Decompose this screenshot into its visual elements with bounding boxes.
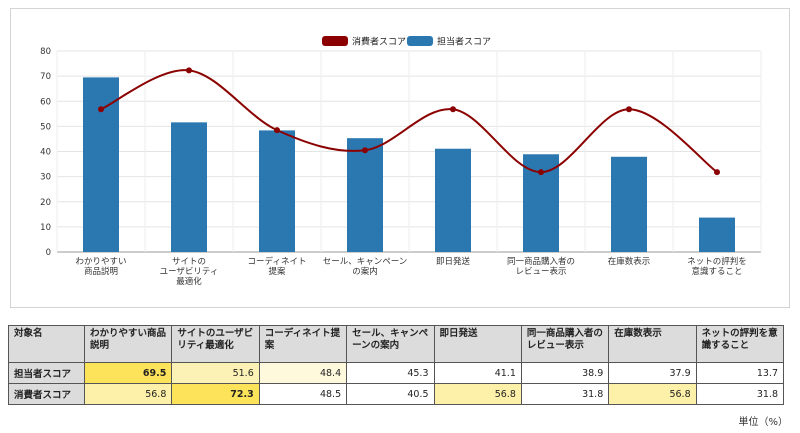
y-tick-label: 70 bbox=[40, 72, 51, 82]
table-cell: 48.5 bbox=[258, 383, 348, 405]
table-cell: 38.9 bbox=[520, 362, 610, 384]
table-header-cell: 在庫数表示 bbox=[608, 325, 697, 363]
table-cell: 31.8 bbox=[695, 383, 785, 405]
table-header-label: 対象名 bbox=[8, 325, 85, 363]
bar bbox=[83, 77, 119, 252]
y-tick-label: 60 bbox=[40, 97, 51, 107]
table-header-cell: ネットの評判を意識すること bbox=[695, 325, 785, 363]
table-header-row: 対象名 わかりやすい商品説明 サイトのユーザビリティ最適化 コーディネイト提案 セール… bbox=[8, 325, 785, 363]
table-row-label: 担当者スコア bbox=[8, 362, 85, 384]
y-tick-label: 10 bbox=[40, 223, 51, 233]
line-point bbox=[626, 106, 632, 113]
series-line bbox=[100, 69, 718, 174]
line-point bbox=[538, 169, 544, 176]
line-point bbox=[450, 106, 456, 113]
line-point bbox=[714, 169, 720, 176]
x-tick-label: サイトのユーザビリティ最適化 bbox=[160, 257, 219, 287]
table-cell: 48.4 bbox=[258, 362, 348, 384]
x-tick-label: ネットの評判を意識すること bbox=[687, 256, 747, 277]
table-cell: 31.8 bbox=[520, 383, 610, 405]
line-point bbox=[98, 106, 104, 113]
table-cell: 37.9 bbox=[608, 362, 697, 384]
y-tick-label: 20 bbox=[40, 198, 51, 208]
chart-container: 0 10 20 30 40 50 60 70 80 わかりやすい商品説明 サイトのユーザビリティ最適… bbox=[10, 8, 790, 308]
bar bbox=[435, 148, 471, 252]
legend-label: 担当者スコア bbox=[437, 36, 491, 48]
table-cell: 56.8 bbox=[608, 383, 697, 405]
table-header-cell: サイトのユーザビリティ最適化 bbox=[171, 325, 260, 363]
x-tick-label: わかりやすい商品説明 bbox=[75, 257, 126, 277]
y-tick-label: 30 bbox=[40, 173, 51, 183]
y-tick-label: 50 bbox=[40, 122, 51, 132]
table-header-cell: コーディネイト提案 bbox=[258, 325, 348, 363]
table-row: 消費者スコア 56.8 72.3 48.5 40.5 56.8 31.8 56.8 31.8 bbox=[8, 383, 785, 405]
legend-swatch bbox=[407, 36, 433, 46]
table-cell: 69.5 bbox=[83, 362, 173, 384]
x-tick-label: 在庫数表示 bbox=[608, 256, 651, 267]
table-row: 担当者スコア 69.5 51.6 48.4 45.3 41.1 38.9 37.9 13.7 bbox=[8, 362, 785, 384]
y-tick-label: 80 bbox=[40, 47, 51, 57]
x-tick-label: 同一商品購入者のレビュー表示 bbox=[507, 256, 575, 277]
table-body: 担当者スコア 69.5 51.6 48.4 45.3 41.1 38.9 37.9 13.7 消費… bbox=[8, 362, 785, 405]
y-tick-label: 0 bbox=[46, 248, 51, 258]
bar bbox=[171, 122, 207, 252]
table-cell: 56.8 bbox=[83, 383, 173, 405]
table-header-cell: セール、キャンペーンの案内 bbox=[346, 325, 435, 363]
x-tick-label: コーディネイト提案 bbox=[248, 256, 307, 277]
table-row-label: 消費者スコア bbox=[8, 383, 85, 405]
x-tick-label: セール、キャンペーンの案内 bbox=[323, 257, 408, 277]
legend-label: 消費者スコア bbox=[352, 36, 406, 48]
table-cell: 40.5 bbox=[346, 383, 435, 405]
bar bbox=[347, 138, 383, 252]
bar bbox=[611, 156, 647, 252]
table-header-cell: 同一商品購入者のレビュー表示 bbox=[520, 325, 610, 363]
line-point bbox=[274, 127, 280, 134]
data-table: 対象名 わかりやすい商品説明 サイトのユーザビリティ最適化 コーディネイト提案 セール… bbox=[8, 325, 785, 405]
table-cell: 72.3 bbox=[171, 383, 260, 405]
x-tick-label: 即日発送 bbox=[436, 256, 471, 267]
table-header-cell: わかりやすい商品説明 bbox=[83, 325, 173, 363]
legend-swatch bbox=[322, 36, 348, 46]
unit-label: 単位（%） bbox=[738, 417, 788, 428]
table-cell: 41.1 bbox=[433, 362, 522, 384]
table-cell: 56.8 bbox=[433, 383, 522, 405]
bar bbox=[699, 217, 735, 252]
combo-chart: 0 10 20 30 40 50 60 70 80 わかりやすい商品説明 サイトのユーザビリティ最適… bbox=[40, 36, 762, 287]
table-header-cell: 即日発送 bbox=[433, 325, 522, 363]
line-point bbox=[186, 67, 192, 74]
table-cell: 13.7 bbox=[695, 362, 785, 384]
bar bbox=[259, 130, 295, 252]
table-cell: 45.3 bbox=[346, 362, 435, 384]
line-point bbox=[362, 147, 368, 154]
y-tick-label: 40 bbox=[40, 148, 51, 158]
table-cell: 51.6 bbox=[171, 362, 260, 384]
